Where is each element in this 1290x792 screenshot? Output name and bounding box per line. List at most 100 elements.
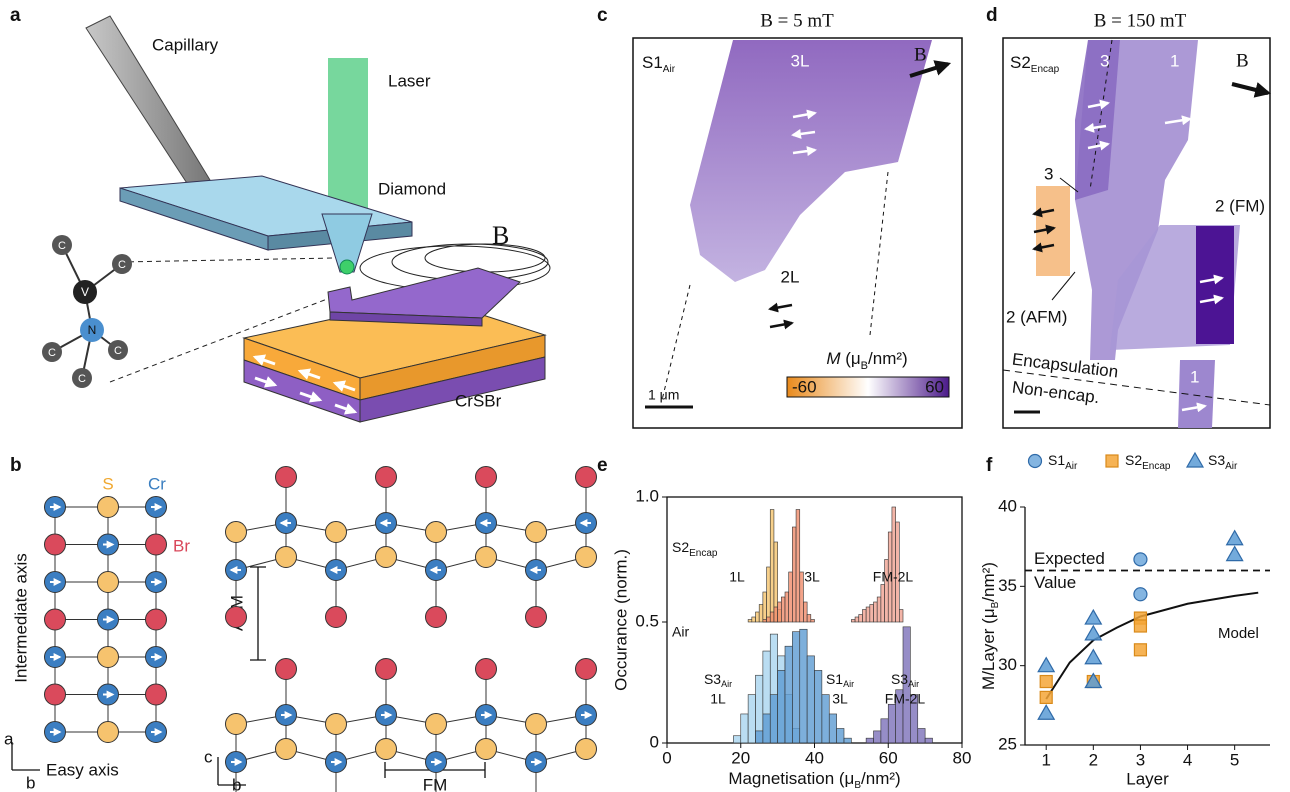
axis-c: c bbox=[204, 747, 213, 766]
layer-label: 3 bbox=[1100, 51, 1109, 70]
field-label: B bbox=[492, 221, 509, 250]
histogram-bar bbox=[770, 695, 777, 743]
series-label: 1L bbox=[710, 691, 726, 707]
series-label: S1Air bbox=[826, 671, 854, 690]
histogram-bar bbox=[837, 728, 844, 743]
histogram-bar bbox=[862, 610, 866, 623]
histogram-bar bbox=[770, 510, 774, 623]
x-tick-label: 2 bbox=[1089, 750, 1098, 769]
marker-triangle bbox=[1085, 650, 1101, 664]
legend-label-part: Encap bbox=[1142, 461, 1171, 472]
histogram-bar bbox=[822, 695, 829, 743]
histogram-bar bbox=[874, 731, 881, 743]
atom bbox=[426, 714, 447, 735]
legend-marker bbox=[1029, 455, 1042, 468]
series-label: 1L bbox=[729, 569, 745, 585]
zoom-line bbox=[120, 258, 335, 262]
marker-triangle bbox=[1085, 626, 1101, 640]
nv-center bbox=[340, 260, 354, 274]
axis-b: b bbox=[26, 773, 35, 792]
y-tick-label: 40 bbox=[998, 496, 1017, 515]
x-tick-label: 4 bbox=[1183, 750, 1192, 769]
subtitle: S2Encap bbox=[672, 539, 718, 559]
map-fm bbox=[1196, 226, 1234, 344]
vertical-axis-label: Intermediate axis bbox=[11, 553, 30, 682]
afm-bracket bbox=[250, 567, 266, 660]
marker-triangle bbox=[1227, 531, 1243, 545]
reference-label: Expected bbox=[1034, 549, 1105, 568]
x-tick-label: 3 bbox=[1136, 750, 1145, 769]
histogram-bar bbox=[877, 597, 881, 622]
histogram-bar bbox=[778, 670, 785, 743]
legend-label: S1Air bbox=[1048, 452, 1078, 472]
atom bbox=[376, 739, 397, 760]
diamond-label: Diamond bbox=[378, 179, 446, 198]
legend-label-part: Air bbox=[1065, 461, 1078, 472]
cb-text: (μ bbox=[840, 349, 860, 368]
series-label: 3L bbox=[804, 569, 820, 585]
series-label: S3Air bbox=[704, 671, 732, 690]
histogram-bar bbox=[859, 615, 863, 623]
scale-label: 1 μm bbox=[648, 387, 679, 403]
histogram-bar bbox=[866, 607, 870, 622]
panel-label: c bbox=[597, 5, 608, 26]
y-axis-label: M/Layer (μB/nm²) bbox=[979, 562, 1001, 690]
legend-label: S2Encap bbox=[1125, 452, 1171, 472]
atom-label: C bbox=[58, 240, 66, 252]
sulfur-label: S bbox=[102, 474, 113, 493]
panel-b: b S Cr Br Intermediate axis a b Easy axi… bbox=[4, 455, 597, 792]
atom bbox=[98, 497, 119, 518]
histogram-bar bbox=[881, 719, 888, 743]
panel-title: B = 150 mT bbox=[1094, 10, 1187, 31]
axes-arrows bbox=[12, 742, 40, 770]
y-tick-label: 30 bbox=[998, 655, 1017, 674]
cb-sub: B bbox=[861, 360, 868, 372]
x-axis-label: Layer bbox=[1126, 769, 1169, 788]
fm-label: 2 (FM) bbox=[1215, 196, 1265, 215]
layer-label: 1 bbox=[1190, 367, 1199, 386]
series-sample: S3 bbox=[704, 671, 721, 687]
histogram-bar bbox=[756, 731, 763, 743]
atom bbox=[276, 659, 297, 680]
panel-d: d B = 150 mT S2Encap 3 1 B 3 2 (FM) 2 (A… bbox=[986, 5, 1270, 428]
field-label: B bbox=[1236, 50, 1249, 71]
histogram-bar bbox=[874, 602, 878, 622]
histogram-bar bbox=[855, 617, 859, 622]
atom bbox=[326, 714, 347, 735]
atom bbox=[426, 607, 447, 628]
sample-text: S2 bbox=[1010, 53, 1031, 72]
atom-label: C bbox=[48, 347, 56, 359]
histogram-bar bbox=[733, 736, 740, 743]
histogram-bar bbox=[925, 738, 932, 743]
histogram-bar bbox=[796, 510, 800, 623]
atom-label: N bbox=[88, 323, 97, 337]
marker-square bbox=[1134, 620, 1146, 632]
subtitle-part: S2 bbox=[672, 539, 689, 555]
histogram-bar bbox=[892, 507, 896, 622]
layer-label: 2L bbox=[781, 267, 800, 286]
atom bbox=[526, 714, 547, 735]
atom bbox=[45, 684, 66, 705]
panel-c: c B = 5 mT S1Air 3L 2L B 1 μm M (μB/nm²)… bbox=[597, 5, 962, 428]
histogram-bar bbox=[774, 607, 778, 622]
panel-label: b bbox=[10, 455, 22, 476]
subtitle-part: Encap bbox=[689, 548, 718, 559]
figure: a Capillary Laser Diamond B C C C C C V … bbox=[0, 0, 1290, 792]
histogram-bar bbox=[748, 695, 755, 743]
atom bbox=[276, 467, 297, 488]
legend-label-part: S2 bbox=[1125, 452, 1142, 468]
layer-label: 1 bbox=[1170, 51, 1179, 70]
atom bbox=[226, 607, 247, 628]
histogram-bar bbox=[763, 592, 767, 622]
histogram-bar bbox=[763, 620, 767, 623]
layer-label: 3 bbox=[1044, 164, 1053, 183]
atom bbox=[526, 522, 547, 543]
x-axis-label-part: /nm²) bbox=[861, 769, 901, 788]
histogram-bar bbox=[800, 572, 804, 622]
atom bbox=[526, 607, 547, 628]
atom bbox=[576, 659, 597, 680]
atom bbox=[276, 739, 297, 760]
atom bbox=[576, 547, 597, 568]
atom-label: V bbox=[81, 285, 89, 299]
sample-sub: Air bbox=[663, 64, 676, 75]
